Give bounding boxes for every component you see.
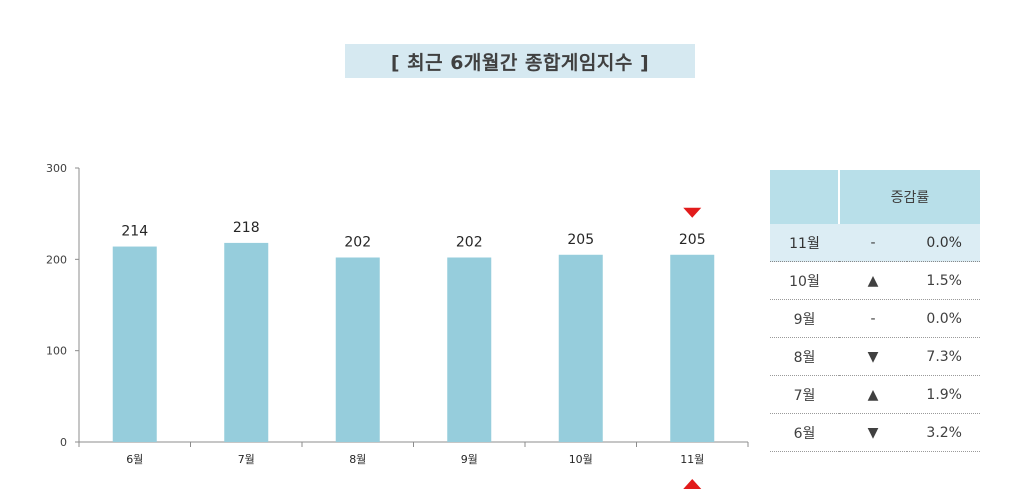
row-month: 6월: [770, 413, 839, 452]
data-label: 218: [233, 220, 260, 236]
bar: [447, 257, 492, 442]
row-change-value: 0.0%: [907, 299, 980, 338]
change-rate-table: 증감률 11월 -0.0% 10월 ▲ 1.5% 9월 -0.0% 8월 ▼ 7.3% 7월 ▲ 1.9…: [770, 170, 980, 452]
chart-title: [ 최근 6개월간 종합게임지수 ]: [345, 44, 695, 78]
x-tick-label: 8월: [349, 453, 366, 466]
row-month: 9월: [770, 299, 839, 338]
no-change-dash-icon: -: [839, 299, 907, 338]
x-tick-label: 11월: [680, 453, 704, 466]
row-month: 11월: [770, 224, 839, 262]
x-tick-label: 6월: [126, 453, 143, 466]
bar: [224, 242, 269, 442]
bar-chart: 0 100 200 300 214 6월 218 7월 202 8월 202 9월 205 10월 205 1…: [46, 162, 749, 489]
data-label: 205: [567, 232, 594, 248]
row-change-value: 0.0%: [907, 224, 980, 262]
row-change-value: 7.3%: [907, 337, 980, 376]
table-header-row: 증감률: [770, 170, 980, 224]
row-month: 10월: [770, 261, 839, 300]
header-month: [770, 170, 840, 224]
bar: [112, 246, 157, 442]
row-change-value: 1.5%: [907, 261, 980, 300]
x-tick-label: 10월: [569, 453, 593, 466]
data-label: 202: [344, 235, 371, 251]
bar: [335, 257, 380, 442]
row-change-value: 1.9%: [907, 375, 980, 414]
no-change-dash-icon: -: [839, 224, 907, 262]
y-tick-label: 300: [46, 162, 67, 175]
table-row: 7월 ▲ 1.9%: [770, 375, 980, 414]
down-arrow-icon: ▼: [839, 413, 907, 452]
x-tick-label: 7월: [238, 453, 255, 466]
row-change-value: 3.2%: [907, 413, 980, 452]
up-arrow-icon: ▲: [839, 261, 907, 300]
row-month: 7월: [770, 375, 839, 414]
table-row: 9월 -0.0%: [770, 299, 980, 338]
y-tick-label: 0: [60, 436, 67, 449]
row-month: 8월: [770, 337, 839, 376]
table-row: 6월 ▼ 3.2%: [770, 413, 980, 452]
table-row: 11월 -0.0%: [770, 224, 980, 262]
up-arrow-icon: ▲: [839, 375, 907, 414]
down-arrow-icon: ▼: [839, 337, 907, 376]
bar: [558, 254, 603, 442]
table-row: 10월 ▲ 1.5%: [770, 261, 980, 300]
y-tick-label: 200: [46, 253, 67, 266]
y-tick-label: 100: [46, 345, 67, 358]
data-label: 205: [679, 232, 706, 248]
table-row: 8월 ▼ 7.3%: [770, 337, 980, 376]
bar: [670, 254, 715, 442]
current-month-marker-bottom: [683, 479, 702, 489]
data-label: 202: [456, 235, 483, 251]
header-change-rate: 증감률: [839, 170, 980, 224]
current-month-marker-top: [683, 207, 702, 218]
x-tick-label: 9월: [461, 453, 478, 466]
data-label: 214: [121, 224, 148, 240]
